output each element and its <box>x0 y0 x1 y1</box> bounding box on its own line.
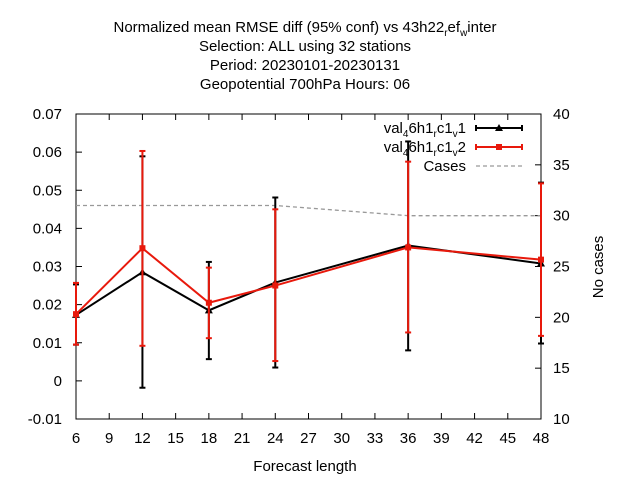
x-tick-label: 24 <box>267 430 284 447</box>
legend-label: val46h1rc1v1 <box>384 120 466 140</box>
y2-tick-label: 25 <box>553 259 570 276</box>
data-point <box>538 256 544 263</box>
y-tick-label: 0.07 <box>33 106 62 123</box>
plot-frame <box>75 113 542 420</box>
series-line <box>75 244 542 316</box>
x-tick-label: 42 <box>466 430 483 447</box>
x-tick-label: 36 <box>400 430 417 447</box>
data-point <box>73 311 79 318</box>
y2-tick-label: 20 <box>553 309 570 326</box>
legend-label-cases: Cases <box>423 158 466 175</box>
y2-axis-label: No cases <box>590 236 607 299</box>
y2-tick-label: 35 <box>553 157 570 174</box>
y-tick-label: -0.01 <box>28 411 62 428</box>
axis-ticks: 6 9 12 15 18 21 24 27 30 33 36 39 42 45 48 0.07 0.06 0.05… <box>28 106 570 447</box>
x-tick-label: 33 <box>367 430 384 447</box>
chart-title: Normalized mean RMSE diff (95% conf) vs … <box>114 19 497 93</box>
x-tick-label: 15 <box>167 430 184 447</box>
data-point <box>139 245 146 252</box>
x-tick-label: 30 <box>333 430 350 447</box>
y-tick-label: 0.06 <box>33 144 62 161</box>
y-tick-label: 0.01 <box>33 335 62 352</box>
y-tick-label: 0.04 <box>33 220 62 237</box>
data-point <box>205 299 212 306</box>
x-axis-label: Forecast length <box>253 458 356 475</box>
data-point <box>272 282 279 289</box>
y-tick-label: 0.05 <box>33 182 62 199</box>
legend-label: val46h1rc1v2 <box>384 139 466 159</box>
series-line <box>75 246 542 315</box>
x-tick-label: 39 <box>433 430 450 447</box>
y2-tick-label: 30 <box>553 208 570 225</box>
title-line: Geopotential 700hPa Hours: 06 <box>200 76 410 93</box>
x-tick-label: 6 <box>72 430 80 447</box>
series-2 <box>73 149 544 363</box>
y-tick-label: 0.02 <box>33 297 62 314</box>
y-tick-label: 0 <box>54 373 62 390</box>
y2-tick-label: 10 <box>553 411 570 428</box>
x-tick-label: 27 <box>300 430 317 447</box>
x-tick-label: 12 <box>134 430 151 447</box>
title-line: Period: 20230101-20230131 <box>210 57 400 74</box>
y2-tick-label: 15 <box>553 360 570 377</box>
x-tick-label: 45 <box>499 430 516 447</box>
x-tick-label: 21 <box>234 430 251 447</box>
y2-tick-label: 40 <box>553 106 570 123</box>
series-layer <box>72 140 545 389</box>
y-tick-label: 0.03 <box>33 259 62 276</box>
legend-marker <box>495 124 503 131</box>
title-line: Normalized mean RMSE diff (95% conf) vs … <box>114 19 497 39</box>
x-tick-label: 48 <box>533 430 550 447</box>
cases-line <box>76 204 541 217</box>
x-tick-label: 18 <box>201 430 218 447</box>
legend-marker <box>496 144 502 150</box>
data-point <box>405 244 412 251</box>
title-line: Selection: ALL using 32 stations <box>199 38 411 55</box>
x-tick-label: 9 <box>105 430 113 447</box>
